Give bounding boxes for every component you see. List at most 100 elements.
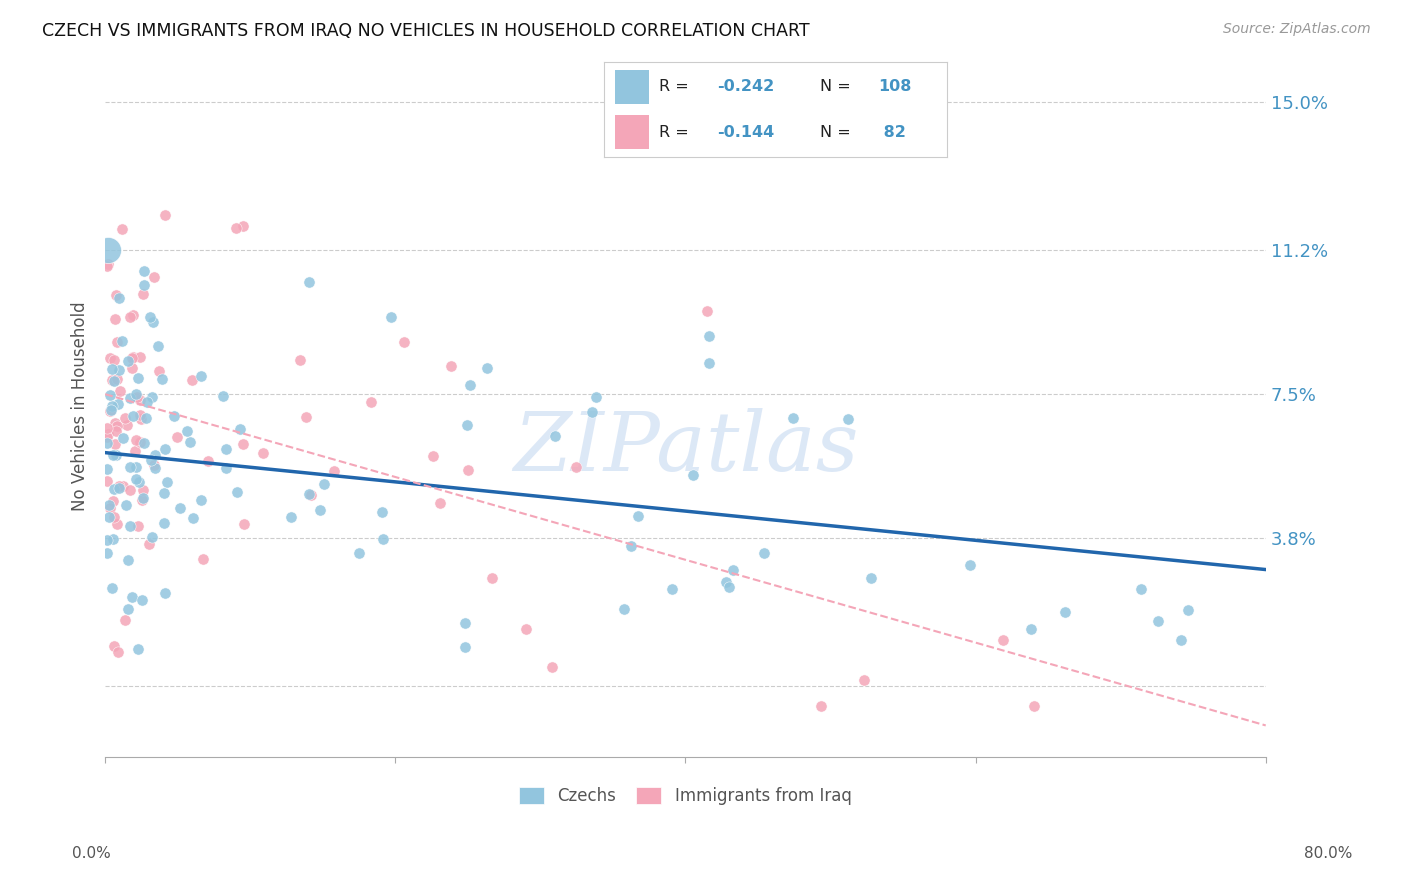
Point (117, 354, 139, 368)
Point (98, 500, 121, 515)
Point (544, 428, 567, 442)
Point (190, 368, 212, 383)
Point (129, 409, 152, 423)
Point (101, 581, 124, 595)
Point (117, 553, 139, 567)
Point (225, 220, 247, 235)
Point (97, 256, 120, 270)
Point (96, 259, 118, 273)
Point (104, 311, 127, 326)
Text: Source: ZipAtlas.com: Source: ZipAtlas.com (1223, 22, 1371, 37)
Point (101, 448, 124, 462)
Point (108, 478, 131, 492)
Point (104, 425, 127, 439)
Point (458, 377, 481, 392)
Point (122, 350, 145, 364)
Point (132, 277, 155, 292)
Point (212, 389, 235, 403)
Point (127, 519, 149, 533)
Point (100, 403, 122, 417)
Point (717, 581, 740, 595)
Point (299, 488, 322, 502)
Point (150, 371, 173, 385)
Point (585, 390, 607, 404)
Point (97, 426, 120, 441)
Point (101, 532, 124, 546)
Point (127, 642, 149, 657)
Point (108, 291, 131, 305)
Point (1019, 623, 1042, 637)
Point (716, 574, 738, 589)
Point (1146, 614, 1168, 628)
Point (697, 356, 720, 370)
Point (124, 433, 146, 447)
Point (252, 446, 274, 460)
Point (103, 416, 125, 430)
Point (131, 491, 153, 505)
Point (627, 509, 650, 524)
Point (98, 388, 121, 402)
Point (309, 503, 332, 517)
Point (156, 475, 179, 490)
Legend: Czechs, Immigrants from Iraq: Czechs, Immigrants from Iraq (513, 780, 858, 812)
Point (105, 516, 128, 531)
Point (565, 459, 588, 474)
Point (371, 532, 394, 546)
Point (125, 472, 148, 486)
Point (96, 421, 118, 435)
Text: ZIPatlas: ZIPatlas (513, 408, 858, 488)
Point (456, 418, 478, 433)
Point (103, 374, 125, 388)
Point (132, 483, 155, 497)
Point (298, 487, 321, 501)
Point (1170, 633, 1192, 648)
Point (127, 370, 149, 384)
Point (132, 436, 155, 450)
Point (143, 460, 166, 475)
Point (115, 418, 138, 433)
Point (114, 614, 136, 628)
Point (96, 533, 118, 548)
Point (111, 431, 134, 445)
Point (129, 392, 152, 407)
Point (108, 363, 131, 377)
Point (114, 411, 136, 425)
Point (190, 493, 212, 508)
Point (141, 390, 163, 404)
Point (371, 505, 394, 519)
Point (429, 496, 451, 510)
Point (103, 639, 125, 653)
Point (105, 448, 128, 462)
Point (392, 334, 415, 349)
Point (104, 436, 127, 450)
Point (121, 351, 143, 365)
Y-axis label: No Vehicles in Household: No Vehicles in Household (72, 301, 89, 511)
Point (232, 436, 254, 450)
Point (129, 434, 152, 449)
Point (541, 660, 564, 674)
Point (852, 673, 875, 688)
Point (229, 422, 252, 436)
Point (132, 263, 155, 277)
Point (181, 373, 204, 387)
Point (96, 474, 118, 488)
Point (129, 350, 152, 364)
Point (142, 269, 165, 284)
Point (96, 546, 118, 560)
Point (141, 530, 163, 544)
Point (810, 698, 832, 713)
Point (215, 442, 238, 456)
Point (117, 602, 139, 616)
Point (148, 364, 170, 378)
Point (581, 405, 603, 419)
Point (101, 399, 124, 413)
Point (125, 391, 148, 405)
Point (138, 537, 160, 551)
Point (233, 517, 256, 532)
Point (98, 404, 121, 418)
Point (166, 429, 188, 443)
Point (991, 633, 1014, 648)
Point (422, 449, 444, 463)
Point (225, 485, 247, 500)
Point (176, 424, 198, 438)
